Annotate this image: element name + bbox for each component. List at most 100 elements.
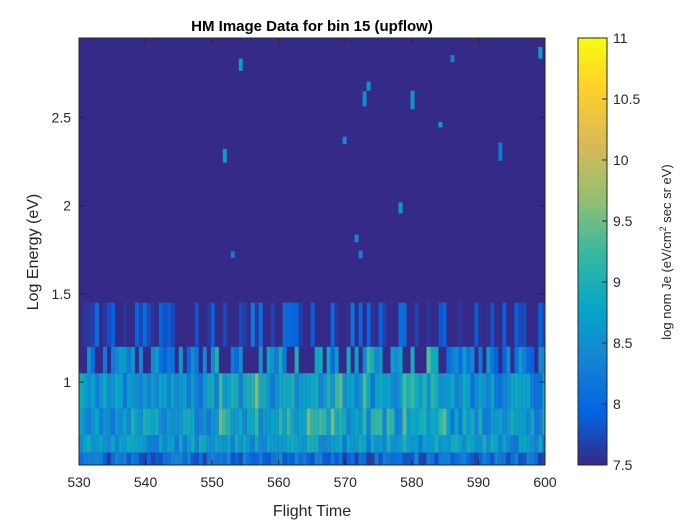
heatmap-cell — [322, 373, 327, 409]
heatmap-cell — [162, 452, 167, 465]
heatmap-cell — [474, 408, 479, 436]
heatmap-cell — [190, 435, 195, 453]
heatmap-cell — [542, 373, 545, 409]
heatmap-cell — [490, 408, 495, 436]
heatmap-cell — [190, 373, 195, 409]
heatmap-cell — [278, 346, 283, 374]
heatmap-cell — [386, 408, 391, 436]
y-tick-label: 2 — [63, 198, 71, 214]
heatmap-cell — [534, 408, 539, 436]
heatmap-cell — [282, 435, 287, 453]
heatmap-cell — [182, 373, 187, 409]
heatmap-cell — [518, 452, 523, 465]
heatmap-cell — [514, 373, 519, 409]
heatmap-cell — [170, 408, 175, 436]
heatmap-cell — [130, 302, 135, 347]
heatmap-cell — [142, 435, 147, 453]
heatmap-cell — [342, 435, 347, 453]
heatmap-cell — [234, 452, 239, 465]
heatmap-cell — [462, 435, 467, 453]
heatmap-cell — [150, 452, 155, 465]
heatmap-cell — [398, 302, 403, 347]
heatmap-cell — [294, 302, 299, 347]
heatmap-cell — [218, 373, 223, 409]
heatmap-cell — [86, 373, 91, 409]
heatmap-cell — [118, 408, 123, 436]
heatmap-cell — [458, 373, 463, 409]
heatmap-cell — [178, 408, 183, 436]
heatmap-cell — [90, 346, 95, 374]
heatmap-cell — [442, 408, 447, 436]
heatmap-cell — [414, 435, 419, 453]
heatmap-cell — [354, 408, 359, 436]
heatmap-cell — [502, 435, 507, 453]
heatmap-cell — [178, 435, 183, 453]
heatmap-cell — [402, 302, 407, 347]
heatmap-cell — [450, 435, 455, 453]
heatmap-cell — [514, 435, 519, 453]
heatmap-cell — [166, 302, 171, 347]
heatmap-cell — [522, 346, 527, 374]
heatmap-cell — [518, 435, 523, 453]
heatmap-cell — [198, 373, 203, 409]
heatmap-cell — [370, 346, 375, 374]
heatmap-cell — [158, 346, 163, 374]
heatmap-cell — [298, 435, 303, 453]
heatmap-cell — [346, 452, 351, 465]
heatmap-cell — [538, 346, 543, 374]
heatmap-cell — [326, 408, 331, 436]
heatmap-cell — [362, 452, 367, 465]
heatmap-cell — [358, 408, 363, 436]
heatmap-cell — [418, 452, 423, 465]
heatmap-cell — [194, 302, 199, 347]
heatmap-cell — [290, 373, 295, 409]
heatmap-cell — [134, 408, 139, 436]
heatmap-cell — [350, 408, 355, 436]
heatmap-cell — [86, 346, 91, 374]
heatmap-cell — [158, 452, 163, 465]
heatmap-cell — [538, 452, 543, 465]
heatmap-cell — [126, 302, 131, 347]
heatmap-cell — [538, 408, 543, 436]
colorbar-tick-label: 9.5 — [613, 213, 633, 229]
heatmap-cell — [366, 346, 371, 374]
heatmap-cell — [170, 435, 175, 453]
heatmap-cell — [114, 346, 119, 374]
heatmap-cell — [526, 452, 531, 465]
heatmap-cell — [86, 435, 91, 453]
heatmap-cell — [506, 346, 511, 374]
heatmap-cell — [526, 408, 531, 436]
heatmap-cell — [458, 408, 463, 436]
heatmap-cell — [326, 373, 331, 409]
heatmap-cell — [518, 302, 523, 347]
heatmap-cell — [386, 435, 391, 453]
heatmap-cell — [166, 346, 171, 374]
heatmap-cell — [490, 435, 495, 453]
heatmap-cell — [318, 373, 323, 409]
heatmap-cell — [122, 373, 127, 409]
heatmap-cell — [230, 373, 235, 409]
heatmap-cell — [402, 435, 407, 453]
heatmap-cell — [482, 408, 487, 436]
heatmap-cell — [470, 373, 475, 409]
heatmap-cell — [142, 408, 147, 436]
heatmap-cell — [250, 435, 255, 453]
heatmap-cell — [98, 408, 103, 436]
heatmap-cell — [382, 408, 387, 436]
heatmap-cell — [326, 452, 331, 465]
heatmap-cell — [322, 435, 327, 453]
heatmap-cell — [254, 302, 259, 347]
heatmap-cell — [398, 452, 403, 465]
heatmap-cell — [254, 408, 259, 436]
heatmap-cell — [494, 452, 499, 465]
heatmap-cell — [246, 408, 251, 436]
heatmap-cell — [238, 452, 243, 465]
heatmap-cell — [138, 346, 143, 374]
heatmap-cell — [122, 435, 127, 453]
heatmap-cell — [138, 373, 143, 409]
heatmap-cell — [478, 408, 483, 436]
heatmap-cell — [438, 302, 443, 347]
heatmap-cell — [106, 373, 111, 409]
heatmap-cell — [458, 346, 463, 374]
heatmap-cell — [542, 452, 545, 465]
